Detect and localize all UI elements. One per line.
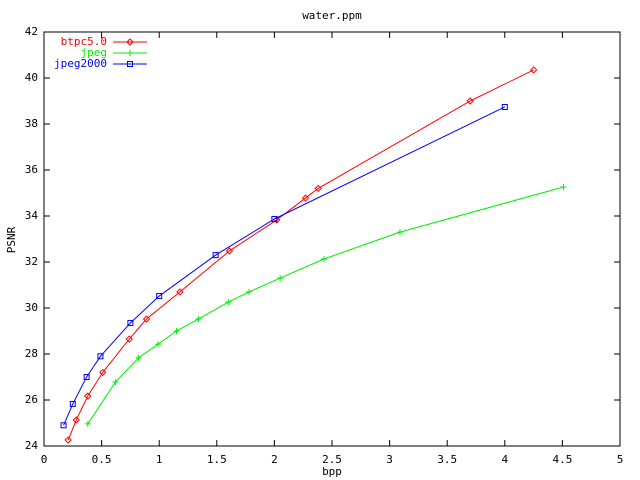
marker: [320, 256, 327, 263]
y-tick-label: 42: [25, 25, 38, 38]
series-line: [63, 106, 506, 426]
x-tick-label: 4: [501, 453, 508, 466]
marker: [83, 374, 90, 380]
x-tick-label: 2.5: [322, 453, 342, 466]
marker: [84, 392, 92, 400]
marker: [69, 400, 76, 407]
series-line: [67, 69, 534, 441]
chart-title: water.ppm: [302, 9, 362, 22]
series-line: [87, 186, 564, 425]
marker: [127, 61, 133, 67]
marker: [396, 229, 403, 236]
x-tick-label: 0: [41, 453, 48, 466]
x-tick-label: 1: [156, 453, 163, 466]
marker: [135, 354, 142, 361]
x-tick-label: 3.5: [437, 453, 457, 466]
marker: [126, 38, 134, 46]
marker: [501, 103, 508, 110]
marker: [277, 275, 284, 282]
y-axis-label: PSNR: [5, 226, 18, 253]
y-tick-label: 34: [25, 209, 39, 222]
y-tick-label: 28: [25, 347, 38, 360]
marker: [466, 97, 474, 105]
marker: [156, 293, 163, 300]
y-tick-label: 24: [25, 439, 39, 452]
x-tick-label: 3: [386, 453, 393, 466]
y-tick-label: 38: [25, 117, 38, 130]
marker: [271, 215, 278, 222]
marker: [212, 252, 219, 259]
legend-label: btpc5.0: [61, 35, 107, 48]
marker: [301, 194, 310, 202]
y-tick-label: 40: [25, 71, 38, 84]
marker: [112, 379, 119, 386]
marker: [314, 184, 322, 193]
x-tick-label: 1.5: [207, 453, 227, 466]
marker: [64, 436, 72, 444]
x-tick-label: 2: [271, 453, 278, 466]
marker: [142, 315, 151, 323]
x-axis-label: bpp: [322, 465, 342, 478]
y-tick-label: 32: [25, 255, 38, 268]
marker: [529, 66, 538, 74]
marker: [560, 184, 567, 191]
marker: [60, 422, 67, 429]
marker: [155, 341, 162, 348]
x-tick-label: 0.5: [92, 453, 112, 466]
marker: [97, 353, 104, 360]
marker: [127, 50, 133, 56]
marker: [225, 299, 232, 306]
legend-label: jpeg: [81, 46, 108, 59]
x-tick-label: 5: [617, 453, 624, 466]
y-tick-label: 36: [25, 163, 38, 176]
marker: [125, 335, 133, 343]
marker: [84, 420, 91, 427]
marker: [72, 416, 80, 424]
marker: [127, 319, 134, 326]
y-tick-label: 26: [25, 393, 38, 406]
marker: [176, 288, 184, 296]
x-tick-label: 4.5: [552, 453, 572, 466]
marker: [173, 328, 180, 334]
marker: [195, 316, 202, 323]
marker: [99, 368, 107, 377]
marker: [246, 288, 253, 295]
marker: [225, 247, 234, 255]
y-tick-label: 30: [25, 301, 38, 314]
legend-label: jpeg2000: [54, 57, 107, 70]
